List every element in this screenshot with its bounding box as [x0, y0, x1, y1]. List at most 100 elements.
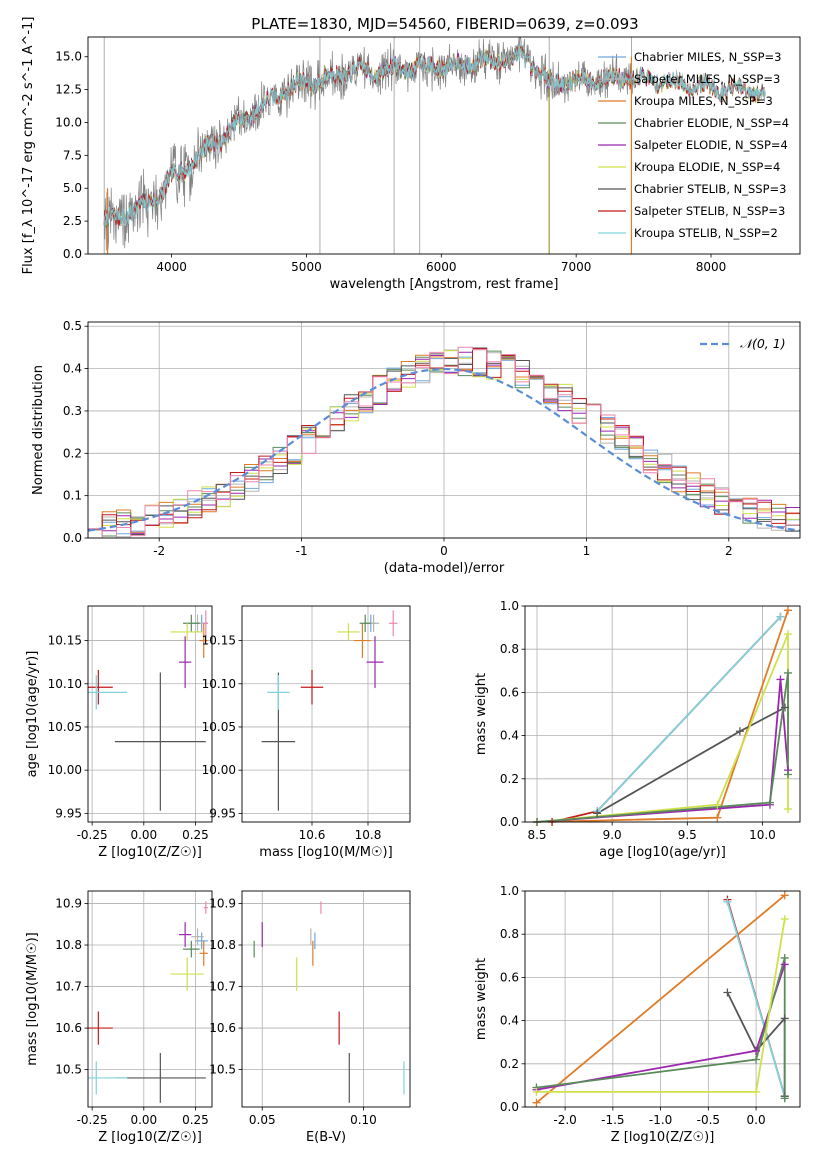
age-vs-mass-panel: 10.6 10.8 9.95 10.00 10.05 10.10 10.15 mass [lo…: [202, 605, 411, 860]
weight-line-salpeter_elodie: [536, 679, 789, 822]
weight_vs_age-y-tick-label: 1.0: [500, 599, 519, 613]
weight-marker-kroupa_elodie: [780, 915, 789, 924]
weight-line-kroupa_miles: [535, 894, 786, 1104]
residuals-series-layer: [88, 346, 800, 538]
mass_vs_ebv-series-layer: [253, 901, 405, 1103]
weight-vs-metallicity-panel: -2.0 -1.5 -1.0 -0.5 0.0 0.0 0.2 0.4 0.6 0.8 1.0 Z […: [474, 884, 801, 1145]
weight_vs_Z-x-tick-label: 0.0: [747, 1113, 766, 1127]
weight_vs_age-x-tick-label: 9.5: [678, 828, 697, 842]
mass_vs_Z-y-tick-label: 10.7: [55, 980, 82, 994]
residuals-x-tick-label: 2: [725, 544, 733, 558]
legend-label-kroupa_elodie: Kroupa ELODIE, N_SSP=4: [634, 160, 780, 174]
residuals-y-tick-label: 0.4: [63, 362, 82, 376]
mass_vs_Z-x-tick-label: 0.00: [130, 1113, 157, 1127]
age_vs_Z-plot-area: [88, 606, 212, 822]
mass_vs_ebv-x-tick-label: 0.10: [350, 1113, 377, 1127]
mass_vs_Z-x-axis-label: Z [log10(Z/Z☉)]: [98, 1130, 202, 1145]
spectrum-y-axis-label: Flux [f_λ 10^-17 erg cm^-2 s^-1 A^-1]: [21, 17, 36, 275]
weight_vs_age-y-tick-label: 0.6: [500, 685, 519, 699]
weight_vs_Z-x-tick-label: -1.5: [601, 1113, 624, 1127]
weight_vs_age-series-layer: [536, 610, 789, 822]
weight_vs_Z-y-tick-label: 0.8: [500, 927, 519, 941]
weight-marker-kroupa_stelib: [776, 612, 785, 621]
model-spectrum-kroupa_stelib: [103, 43, 766, 226]
mass_vs_Z-plot-area: [88, 891, 212, 1107]
legend-label-kroupa_miles: Kroupa MILES, N_SSP=3: [634, 94, 773, 108]
weight-line-salpeter_stelib: [551, 616, 782, 822]
weight_vs_Z-y-tick-label: 0.4: [500, 1014, 519, 1028]
mass_vs_ebv-y-tick-label: 10.8: [209, 938, 236, 952]
legend-label-kroupa_stelib: Kroupa STELIB, N_SSP=2: [634, 226, 778, 240]
age_vs_mass-x-axis-label: mass [log10(M/M☉)]: [259, 845, 392, 860]
spectrum-y-tick-label: 15.0: [55, 50, 82, 64]
weight_vs_age-plot-area: [525, 605, 800, 823]
spectrum-y-tick-label: 5.0: [63, 181, 82, 195]
residuals-y-tick-label: 0.2: [63, 446, 82, 460]
spectrum-frame: [87, 36, 801, 255]
weight-marker-kroupa_elodie: [713, 800, 722, 809]
age_vs_mass-y-tick-label: 10.00: [202, 763, 236, 777]
weight_vs_age-frame: [524, 605, 801, 823]
weight-marker-chabrier_elodie: [765, 798, 774, 807]
mass_vs_ebv-plot-area: [242, 891, 410, 1107]
weight-marker-chabrier_elodie: [780, 953, 789, 962]
age_vs_mass-plot-area: [242, 606, 410, 822]
weight-marker-chabrier_elodie: [752, 1055, 761, 1064]
weight_vs_Z-x-tick-label: -1.0: [649, 1113, 672, 1127]
spectrum-x-tick-label: 8000: [696, 260, 727, 274]
mass_vs_Z-y-tick-label: 10.6: [55, 1021, 82, 1035]
age-vs-metallicity-panel: -0.25 0.00 0.25 9.95 10.00 10.05 10.10 10.15 Z […: [25, 605, 213, 860]
weight_vs_Z-y-axis-label: mass weight: [474, 958, 489, 1040]
spectrum-y-tick-label: 7.5: [63, 148, 82, 162]
weight_vs_age-y-tick-label: 0.0: [500, 815, 519, 829]
age_vs_mass-x-tick-label: 10.8: [355, 828, 382, 842]
weight-line-kroupa_miles: [536, 610, 789, 822]
weight-vs-age-panel: 8.5 9.0 9.5 10.0 0.0 0.2 0.4 0.6 0.8 1.0 age [log1…: [474, 599, 801, 860]
age_vs_mass-y-tick-label: 9.95: [209, 806, 236, 820]
weight-marker-chabrier_stelib: [735, 727, 744, 736]
mass_vs_Z-y-tick-label: 10.9: [55, 896, 82, 910]
weight-marker-kroupa_elodie: [783, 630, 792, 639]
mass_vs_ebv-y-tick-label: 10.7: [209, 980, 236, 994]
age_vs_Z-series-layer: [88, 610, 208, 811]
residuals-frame: [87, 321, 801, 539]
weight_vs_age-x-tick-label: 9.0: [603, 828, 622, 842]
mass-vs-ebv-panel: 0.05 0.10 10.5 10.6 10.7 10.8 10.9 E(B-V): [209, 890, 411, 1145]
residual-histogram-pink: [88, 346, 800, 538]
residuals-x-tick-label: 1: [583, 544, 591, 558]
weight_vs_Z-y-tick-label: 0.0: [500, 1100, 519, 1114]
weight-line-kroupa_stelib: [596, 616, 782, 812]
age_vs_mass-y-tick-label: 10.10: [202, 677, 236, 691]
residuals-y-tick-label: 0.1: [63, 489, 82, 503]
weight-marker-chabrier_stelib: [593, 809, 602, 818]
weight_vs_age-y-axis-label: mass weight: [474, 673, 489, 755]
legend-label-gaussian: 𝒩(0, 1): [740, 336, 786, 351]
mass_vs_Z-y-tick-label: 10.5: [55, 1063, 82, 1077]
spectrum-x-axis-label: wavelength [Angstrom, rest frame]: [330, 277, 559, 292]
weight_vs_Z-y-tick-label: 0.6: [500, 970, 519, 984]
age_vs_Z-x-tick-label: 0.25: [182, 828, 209, 842]
mass_vs_Z-x-tick-label: -0.25: [77, 1113, 108, 1127]
weight-marker-chabrier_stelib: [780, 1014, 789, 1023]
weight_vs_age-x-axis-label: age [log10(age/yr)]: [599, 845, 726, 860]
weight-marker-kroupa_stelib: [723, 897, 732, 906]
residuals-x-axis-label: (data-model)/error: [384, 561, 505, 576]
residuals-x-tick-label: 0: [440, 544, 448, 558]
spectrum-y-tick-label: 12.5: [55, 83, 82, 97]
mass_vs_Z-series-layer: [88, 901, 208, 1103]
legend-label-chabrier_stelib: Chabrier STELIB, N_SSP=3: [634, 182, 786, 196]
spectrum-panel: 4000 5000 6000 7000 8000 0.0 2.5 5.0 7.5 10.0 12.5…: [21, 17, 801, 292]
spectrum-x-tick-label: 5000: [291, 260, 322, 274]
weight-line-kroupa_elodie: [536, 633, 789, 822]
weight_vs_Z-x-axis-label: Z [log10(Z/Z☉)]: [611, 1130, 715, 1145]
spectrum-series-layer: [103, 37, 766, 254]
spectrum-x-tick-label: 6000: [426, 260, 457, 274]
mass_vs_Z-frame: [87, 890, 213, 1108]
weight-marker-kroupa_miles: [783, 606, 792, 615]
weight-marker-kroupa_elodie: [752, 1087, 761, 1096]
age_vs_Z-y-tick-label: 10.15: [48, 634, 82, 648]
mass_vs_Z-y-axis-label: mass [log10(M/M☉)]: [25, 932, 40, 1065]
residual-histogram-panel: -2 -1 0 1 2 0.0 0.1 0.2 0.3 0.4 0.5 𝒩(0, 1) (data-mo…: [31, 319, 801, 576]
weight_vs_age-x-tick-label: 8.5: [527, 828, 546, 842]
weight_vs_age-y-tick-label: 0.2: [500, 772, 519, 786]
